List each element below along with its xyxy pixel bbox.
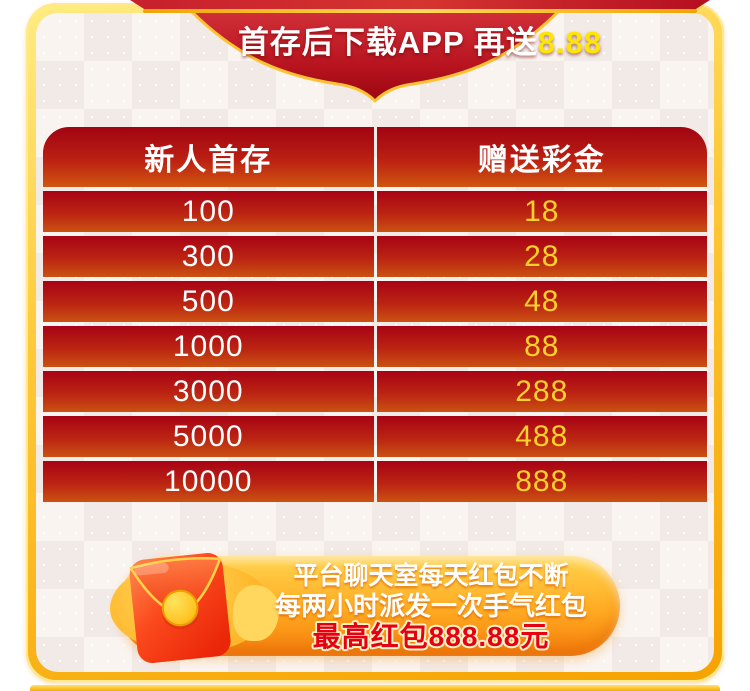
table-row: 5000 488 [43,416,707,457]
deposit-value: 500 [43,281,374,322]
promo-line-max: 最高红包888.88元 [312,621,550,652]
deposit-value: 1000 [43,326,374,367]
banner-title-main: 首存后下载APP 再送 [237,25,538,60]
deposit-value: 10000 [43,461,374,502]
deposit-value: 5000 [43,416,374,457]
pill-cloud-decor [233,585,279,641]
table-row: 300 28 [43,236,707,277]
table-header-row: 新人首存 赠送彩金 [43,127,707,187]
promo-text-block: 平台聊天室每天红包不断 每两小时派发一次手气红包 最高红包888.88元 [250,562,612,653]
deposit-value: 300 [43,236,374,277]
deposit-bonus-table: 新人首存 赠送彩金 100 18 300 28 500 48 1000 88 3… [43,127,707,502]
table-row: 500 48 [43,281,707,322]
banner-title-highlight: 8.88 [537,25,603,60]
table-row: 10000 888 [43,461,707,502]
bonus-value: 288 [376,371,707,412]
banner-title[interactable]: 首存后下载APP 再送8.88 [130,17,710,62]
bonus-value: 28 [376,236,707,277]
header-deposit: 新人首存 [43,127,374,187]
table-row: 1000 88 [43,326,707,367]
bonus-value: 88 [376,326,707,367]
deposit-value: 3000 [43,371,374,412]
ribbon-banner-shape [188,10,562,103]
bonus-value: 48 [376,281,707,322]
red-envelope-icon [129,553,231,664]
header-bonus: 赠送彩金 [376,127,707,187]
bottom-gold-bar [30,685,720,691]
bonus-value: 488 [376,416,707,457]
promo-line-2: 每两小时派发一次手气红包 [274,591,587,621]
promo-line-1: 平台聊天室每天红包不断 [293,562,569,590]
bonus-value: 18 [376,191,707,232]
ribbon-top-bar [130,0,710,10]
deposit-value: 100 [43,191,374,232]
ribbon-gold-divider [143,9,697,13]
table-row: 100 18 [43,191,707,232]
table-row: 3000 288 [43,371,707,412]
bonus-value: 888 [376,461,707,502]
